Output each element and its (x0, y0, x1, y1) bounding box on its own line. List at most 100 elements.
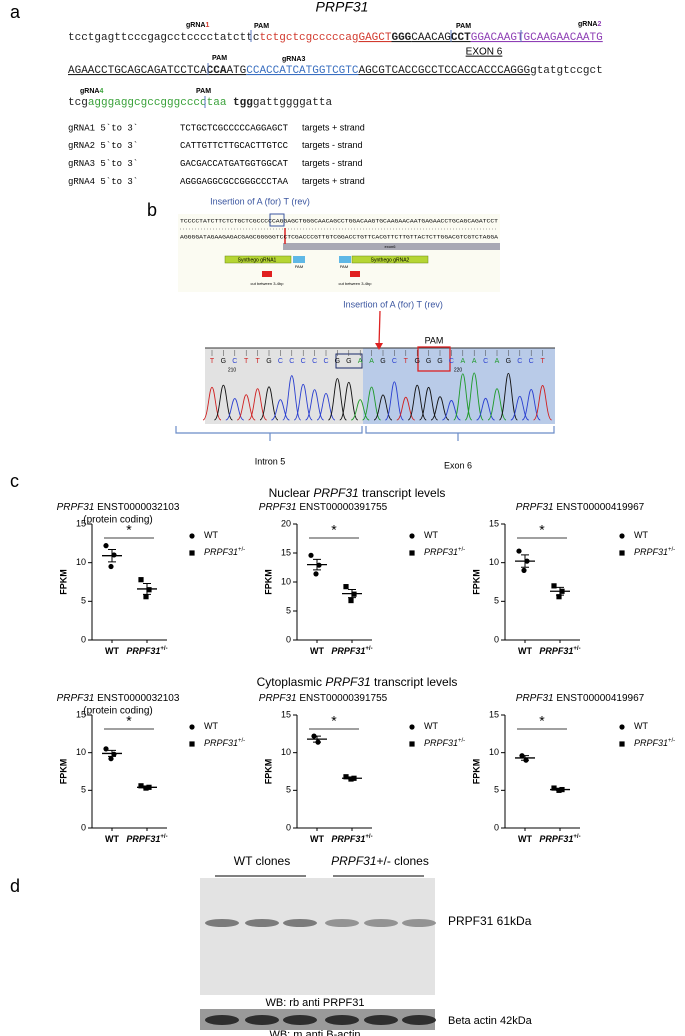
base-call: G (426, 358, 431, 365)
legend-label: PRPF31+/- (634, 547, 675, 558)
base-call: G (414, 358, 419, 365)
text-part: ENST0000032103 (94, 693, 180, 704)
region-label: Intron 5 (255, 456, 286, 466)
grna-strand: targets - strand (302, 140, 363, 150)
text-part: +/- (668, 547, 675, 553)
x-tick-label: PRPF31+/- (126, 646, 167, 657)
text-part: PRPF31 (539, 646, 573, 656)
sequence-segment: AGAACCTGCAGCAGATCCTCA (68, 65, 207, 77)
band-label: PRPF31 61kDa (448, 914, 532, 928)
grna-name: gRNA4 5`to 3` (68, 177, 138, 187)
sequence-line: tcgagggaggcgccgggcccctaa tgggattggggatta (68, 97, 332, 109)
base-call: C (301, 358, 306, 365)
base-call: G (380, 358, 385, 365)
base-call: C (529, 358, 534, 365)
text-part: 1 (205, 22, 209, 29)
blot-prpf31 (200, 878, 435, 995)
y-axis-label: FPKM (471, 569, 481, 595)
text-part: WT (424, 721, 438, 731)
pam2-box (339, 256, 351, 263)
insertion-label: Insertion of A (for) T (rev) (210, 196, 310, 206)
y-tick-label: 15 (76, 518, 86, 528)
text-part: +/- (668, 738, 675, 744)
trace-peak (351, 399, 370, 421)
legend-label: PRPF31+/- (634, 738, 675, 749)
band (402, 1015, 436, 1025)
band (245, 919, 279, 927)
y-tick-label: 10 (281, 747, 291, 757)
y-axis-label: FPKM (263, 569, 273, 595)
text-part: WT (105, 646, 119, 656)
text-part: PRPF31 (331, 646, 365, 656)
significance-star: * (539, 522, 545, 538)
y-tick-label: 0 (494, 634, 499, 644)
y-axis-label: FPKM (263, 759, 273, 785)
base-call: C (517, 358, 522, 365)
text-part: WT (634, 721, 648, 731)
grna-strand: targets + strand (302, 176, 365, 186)
base-call: C (312, 358, 317, 365)
text-part: PRPF31 (204, 738, 238, 748)
content: a PRPF31 tcctgagttcccgagcctcccctatcttctctg… (10, 0, 675, 1036)
data-point (313, 571, 319, 577)
snapshot-seq: TCCCCTATCTTCTCTGCTCGCCCCCAGGAGCTGGGCAACA… (180, 218, 498, 224)
grna-sequence: CATTGTTCTTGCACTTGTCC (180, 141, 289, 151)
data-point (308, 552, 314, 558)
base-call: G (346, 358, 351, 365)
trace-peak (213, 384, 233, 421)
y-tick-label: 5 (286, 605, 291, 615)
text-part: gRNA (186, 22, 205, 29)
y-tick-label: 15 (489, 709, 499, 719)
sequence-segment: agggaggcgccgggcccctaa (88, 97, 227, 109)
x-tick-label: PRPF31+/- (539, 646, 580, 657)
pam-box-label: PAM (295, 264, 303, 269)
text-part: WT (204, 530, 218, 540)
panel-label: d (10, 876, 20, 896)
sequence-segment: tgg (233, 97, 253, 109)
sequence-segment: GAGCT (358, 32, 391, 44)
data-point (138, 577, 144, 583)
y-axis-label: FPKM (471, 759, 481, 785)
significance-star: * (126, 713, 132, 729)
legend-label: PRPF31+/- (424, 738, 465, 749)
error-bar (313, 558, 321, 571)
error-bar (143, 583, 151, 595)
y-tick-label: 20 (281, 518, 291, 528)
band (364, 919, 398, 927)
text-part: WT (518, 834, 532, 844)
highlight-box (269, 213, 285, 227)
base-call: T (404, 358, 409, 365)
base-call: A (472, 358, 477, 365)
text-part: PRPF31 (259, 693, 297, 704)
trace-peak (327, 378, 347, 421)
chart-title: PRPF31 ENST0000032103 (57, 502, 180, 513)
error-bar (108, 549, 116, 563)
x-tick-label: PRPF31+/- (126, 834, 167, 845)
base-call: G (506, 358, 511, 365)
legend-marker (189, 533, 195, 539)
error-bar (348, 777, 356, 780)
text-part: ENST00000419967 (554, 502, 645, 513)
data-point (103, 543, 109, 549)
position-label: 220 (454, 367, 463, 373)
legend-label: WT (204, 721, 218, 731)
text-part: 2 (597, 21, 601, 28)
band (364, 1015, 398, 1025)
y-tick-label: 5 (81, 596, 86, 606)
legend-marker (619, 533, 625, 539)
text-part: +/- (573, 834, 580, 840)
data-point (348, 597, 354, 604)
trace-peak (271, 399, 290, 421)
band (205, 919, 239, 927)
trace-peak (362, 386, 382, 421)
text-part: transcript levels (371, 675, 458, 689)
pam-label: PAM (456, 23, 471, 30)
chart-title: PRPF31 ENST00000419967 (516, 693, 645, 704)
base-call: A (460, 358, 465, 365)
y-tick-label: 10 (489, 557, 499, 567)
trace-peak (464, 372, 484, 421)
sequence-segment (226, 97, 233, 109)
y-tick-label: 15 (281, 547, 291, 557)
y-tick-label: 0 (286, 634, 291, 644)
